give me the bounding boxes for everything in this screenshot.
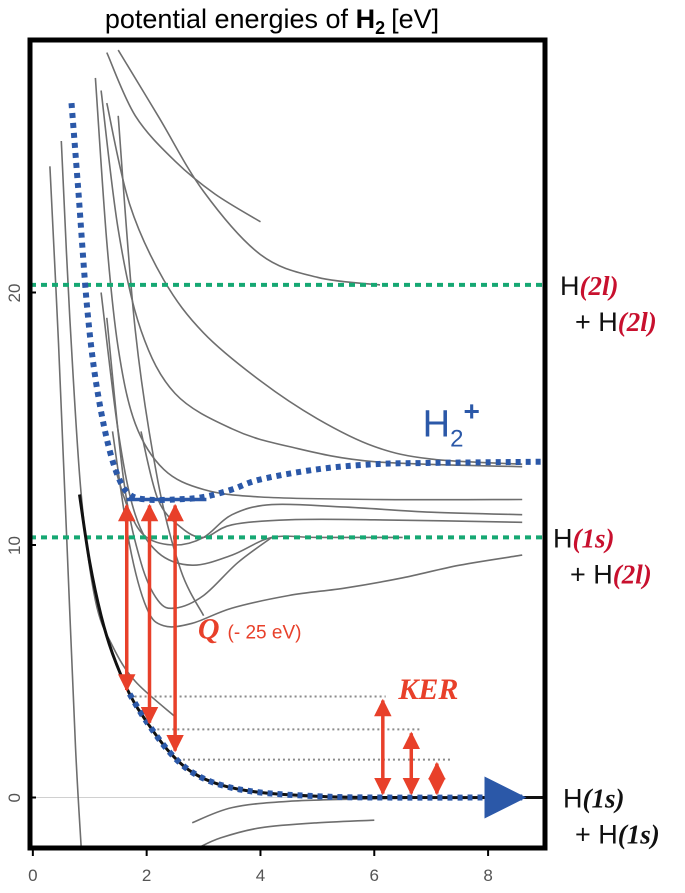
ion-label: H2+ [423,395,480,452]
y-tick-label-3: 20 [5,284,24,303]
excited-state-curve-11 [114,469,523,546]
asymptote-label-orbital: (2l) [580,271,619,301]
chart-title-unit: [eV] [391,4,439,34]
excited-state-curve-10 [111,431,523,628]
ion-label-superscript: + [463,395,479,426]
x-tick-label-5: 8 [483,866,492,885]
asymptote-label-orbital: (2l) [613,559,652,589]
excited-state-curve-5 [106,102,523,465]
excited-state-curve-1 [49,166,82,848]
dissociation-path [127,692,527,819]
ion-label-subscript: 2 [450,425,463,452]
excited-state-curve-15 [197,819,375,848]
asymptote-label-atom: + H [575,307,618,337]
asymptote-label-atom: + H [570,559,613,589]
asymptote-label-atom: + H [575,820,618,850]
asymptote-label-2-line-2: + H(2l) [570,559,652,589]
x-tick-label-3: 4 [256,866,265,885]
plot-frame [27,37,548,851]
asymptote-label-orbital: (2l) [618,307,657,337]
asymptote-label-3-line-1: H(1s) [563,784,625,814]
ion-potential-curve [68,102,546,504]
annotation-layer: Q (- 25 eV) KER H2+ [30,102,546,819]
x-tick-label-1: 0 [28,866,37,885]
chart-title: potential energies of H2 [eV] [105,4,439,38]
asymptote-label-atom: H [553,523,573,553]
axis-ticks: 0 2 4 6 8 0 10 20 [5,284,493,885]
ion-label-symbol: H [423,403,450,445]
excited-state-curve-8 [100,292,403,567]
asymptote-label-3-line-2: + H(1s) [575,820,660,850]
excited-state-curve-12 [140,431,523,539]
chart-title-prefix: potential energies of [105,4,356,34]
asymptote-labels: H(2l)+ H(2l)H(1s)+ H(2l)H(1s)+ H(1s) [553,271,660,850]
excited-state-curve-14 [191,796,489,824]
asymptote-label-orbital: (1s) [583,784,625,814]
q-label: Q (- 25 eV) [198,612,302,645]
asymptote-label-1-line-2: + H(2l) [575,307,657,337]
q-label-symbol: Q [198,612,220,645]
asymptote-label-orbital: (1s) [573,523,615,553]
asymptote-label-atom: H [563,784,583,814]
chart-title-subscript: 2 [375,18,385,38]
excited-state-curve-9 [106,317,273,610]
chart-title-molecule: H [356,4,376,34]
plot-area [30,49,545,848]
excited-state-curve-6 [106,52,261,223]
x-tick-label-2: 2 [142,866,151,885]
excited-state-curve-4 [100,90,523,468]
excited-state-curve-13 [117,115,205,617]
asymptote-label-2-line-1: H(1s) [553,523,615,553]
excited-state-curve-3 [94,77,523,501]
ker-label: KER [397,673,458,706]
asymptote-label-orbital: (1s) [618,820,660,850]
excited-state-curve-7 [117,49,381,286]
asymptote-label-1-line-1: H(2l) [560,271,618,301]
q-label-note: (- 25 eV) [228,622,302,643]
x-tick-label-4: 6 [370,866,379,885]
asymptote-label-atom: H [560,271,580,301]
y-tick-label-1: 0 [5,793,24,802]
y-tick-label-2: 10 [5,536,24,555]
